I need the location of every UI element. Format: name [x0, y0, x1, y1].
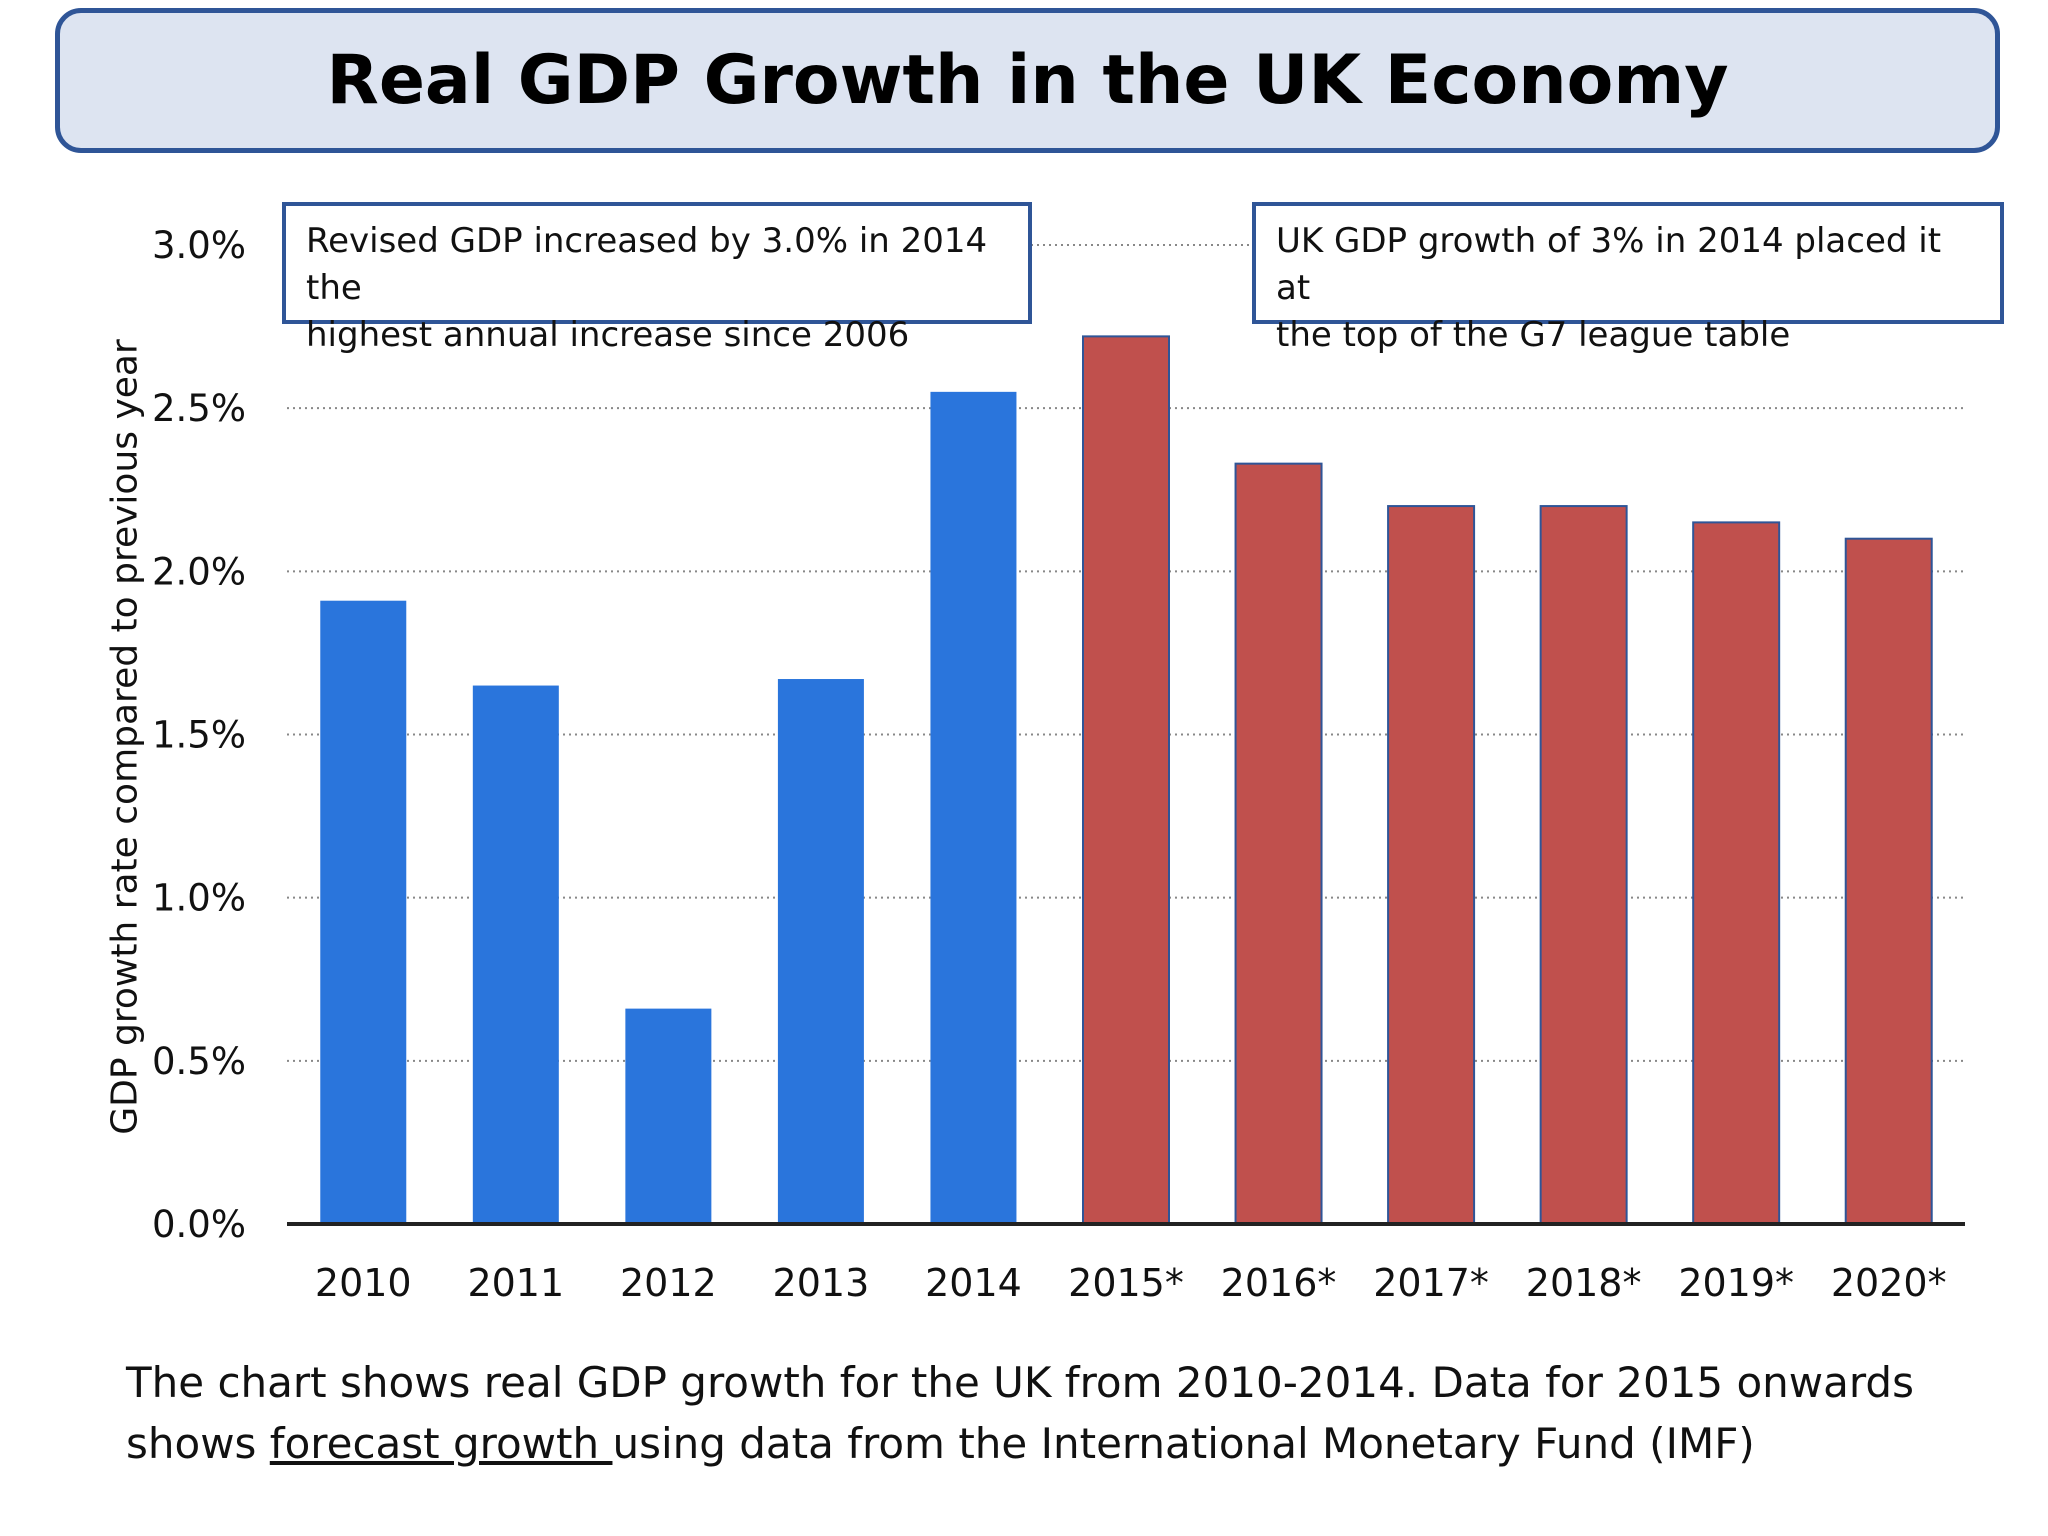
x-tick-label: 2019*	[1678, 1261, 1794, 1305]
bar-2012	[625, 1008, 712, 1224]
bar-2017-forecast	[1387, 505, 1476, 1226]
x-tick-label: 2015*	[1068, 1261, 1184, 1305]
annotation-right-line-2: the top of the G7 league table	[1276, 315, 1791, 355]
y-axis-label: GDP growth rate compared to previous yea…	[104, 339, 146, 1135]
caption-line-2-start: shows	[126, 1419, 270, 1468]
bar-2015-forecast	[1082, 335, 1170, 1225]
bars	[320, 335, 1933, 1226]
annotation-left: Revised GDP increased by 3.0% in 2014 th…	[282, 202, 1032, 355]
annotation-left-line-2: highest annual increase since 2006	[306, 315, 910, 355]
bar-2019-forecast	[1692, 521, 1781, 1225]
y-tick-label: 1.5%	[152, 714, 246, 757]
bar-2018-forecast	[1539, 505, 1628, 1226]
bar-2020-forecast	[1844, 537, 1933, 1225]
caption-line-1: The chart shows real GDP growth for the …	[126, 1358, 1914, 1407]
x-tick-label: 2014	[925, 1261, 1022, 1305]
annotation-right-line-1: UK GDP growth of 3% in 2014 placed it at	[1276, 221, 1942, 308]
caption: The chart shows real GDP growth for the …	[126, 1352, 1986, 1474]
x-tick-label: 2012	[620, 1261, 717, 1305]
x-tick-label: 2018*	[1526, 1261, 1642, 1305]
annotation-left-line-1: Revised GDP increased by 3.0% in 2014 th…	[306, 221, 988, 308]
chart-title: Real GDP Growth in the UK Economy	[326, 41, 1729, 120]
caption-line-2-end: using data from the International Moneta…	[612, 1419, 1755, 1468]
y-tick-label: 2.0%	[152, 550, 246, 593]
x-tick-label: 2010	[315, 1261, 412, 1305]
bar-2013	[777, 679, 864, 1224]
x-tick-label: 2020*	[1831, 1261, 1947, 1305]
bar-2010	[320, 600, 407, 1224]
bar-2011	[472, 685, 559, 1224]
annotation-right: UK GDP growth of 3% in 2014 placed it at…	[1252, 202, 2004, 355]
y-tick-label: 1.0%	[152, 877, 246, 920]
y-tick-label: 0.0%	[152, 1203, 246, 1246]
caption-line-2: shows forecast growth using data from th…	[126, 1413, 1986, 1474]
title-banner: Real GDP Growth in the UK Economy	[55, 8, 2000, 153]
y-tick-label: 2.5%	[152, 387, 246, 430]
y-tick-labels: 0.0% 0.5% 1.0% 1.5% 2.0% 2.5% 3.0%	[152, 224, 246, 1246]
forecast-growth-link[interactable]: forecast growth	[269, 1419, 613, 1468]
bar-2014	[930, 391, 1017, 1225]
x-tick-labels: 2010 2011 2012 2013 2014 2015* 2016* 2017* 2018*…	[315, 1261, 1947, 1305]
x-tick-label: 2017*	[1373, 1261, 1489, 1305]
y-tick-label: 0.5%	[152, 1040, 246, 1083]
y-tick-label: 3.0%	[152, 224, 246, 267]
bar-2016-forecast	[1234, 462, 1323, 1226]
x-tick-label: 2011	[467, 1261, 564, 1305]
x-tick-label: 2016*	[1221, 1261, 1337, 1305]
x-tick-label: 2013	[773, 1261, 870, 1305]
